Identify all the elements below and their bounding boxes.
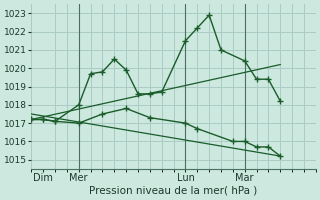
X-axis label: Pression niveau de la mer( hPa ): Pression niveau de la mer( hPa )	[90, 186, 258, 196]
